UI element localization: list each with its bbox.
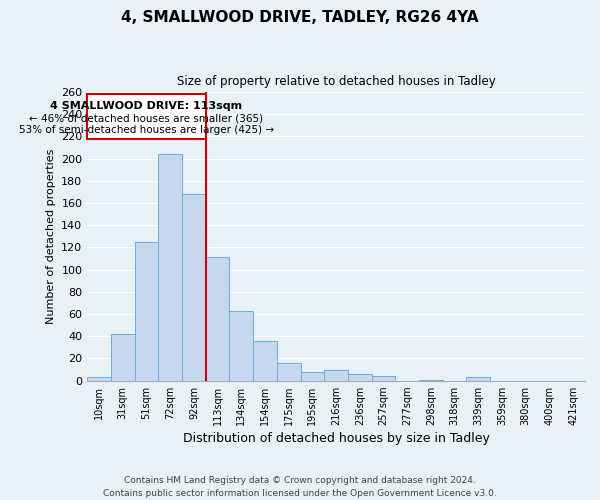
X-axis label: Distribution of detached houses by size in Tadley: Distribution of detached houses by size … <box>182 432 490 445</box>
Text: 4, SMALLWOOD DRIVE, TADLEY, RG26 4YA: 4, SMALLWOOD DRIVE, TADLEY, RG26 4YA <box>121 10 479 25</box>
Bar <box>134 242 158 380</box>
Text: 53% of semi-detached houses are larger (425) →: 53% of semi-detached houses are larger (… <box>19 126 274 136</box>
Bar <box>158 154 182 380</box>
Bar <box>87 94 206 138</box>
Title: Size of property relative to detached houses in Tadley: Size of property relative to detached ho… <box>177 75 496 88</box>
Bar <box>301 372 324 380</box>
Text: Contains HM Land Registry data © Crown copyright and database right 2024.
Contai: Contains HM Land Registry data © Crown c… <box>103 476 497 498</box>
Bar <box>206 258 229 380</box>
Bar <box>87 378 111 380</box>
Bar <box>466 378 490 380</box>
Bar <box>111 334 134 380</box>
Bar <box>277 363 301 380</box>
Text: ← 46% of detached houses are smaller (365): ← 46% of detached houses are smaller (36… <box>29 113 263 123</box>
Bar <box>229 310 253 380</box>
Bar <box>324 370 348 380</box>
Bar <box>371 376 395 380</box>
Bar <box>348 374 371 380</box>
Bar <box>253 340 277 380</box>
Text: 4 SMALLWOOD DRIVE: 113sqm: 4 SMALLWOOD DRIVE: 113sqm <box>50 101 242 111</box>
Y-axis label: Number of detached properties: Number of detached properties <box>46 148 56 324</box>
Bar <box>182 194 206 380</box>
